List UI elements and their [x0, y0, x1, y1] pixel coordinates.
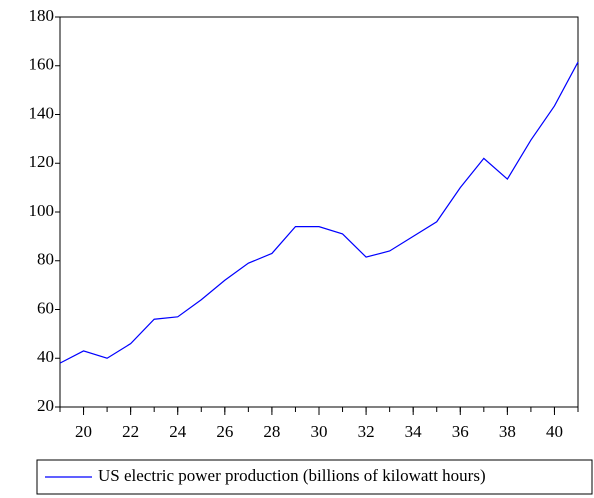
x-tick-label: 36: [452, 422, 469, 441]
y-tick-label: 40: [37, 347, 54, 366]
x-tick-label: 22: [122, 422, 139, 441]
plot-frame: [59, 16, 579, 408]
x-tick-label: 20: [75, 422, 92, 441]
legend-box: [36, 459, 593, 495]
x-tick-label: 38: [499, 422, 516, 441]
y-tick-label: 180: [29, 6, 55, 25]
y-tick-label: 100: [29, 201, 55, 220]
x-tick-label: 24: [169, 422, 187, 441]
data-line: [59, 61, 579, 364]
y-tick-label: 60: [37, 298, 54, 317]
y-tick-label: 120: [29, 152, 55, 171]
y-tick-label: 140: [29, 103, 55, 122]
y-tick-label: 160: [29, 55, 55, 74]
x-tick-label: 28: [263, 422, 280, 441]
x-tick-label: 26: [216, 422, 233, 441]
x-tick-label: 32: [358, 422, 375, 441]
y-tick-label: 20: [37, 396, 54, 415]
x-tick-label: 34: [405, 422, 423, 441]
legend-label: US electric power production (billions o…: [98, 466, 486, 485]
x-tick-label: 30: [311, 422, 328, 441]
x-tick-label: 40: [546, 422, 563, 441]
y-tick-label: 80: [37, 250, 54, 269]
